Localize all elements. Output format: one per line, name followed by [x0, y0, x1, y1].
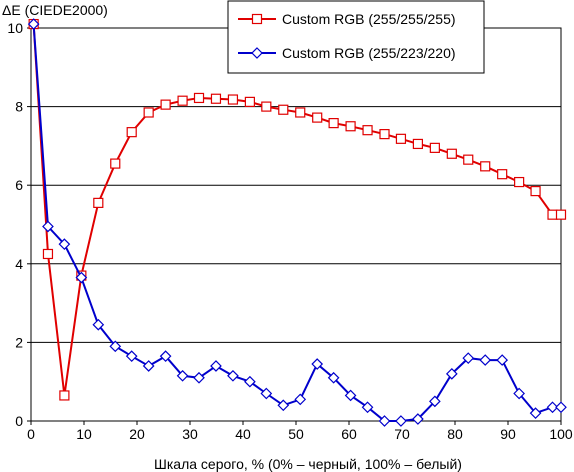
data-point	[27, 18, 40, 30]
data-point	[176, 369, 189, 382]
data-point	[344, 389, 357, 402]
data-point	[361, 401, 374, 414]
data-point	[159, 350, 172, 363]
legend-marker	[251, 47, 263, 59]
data-point	[110, 158, 121, 169]
series-1	[28, 18, 567, 401]
data-point	[143, 107, 154, 118]
data-point	[463, 154, 474, 165]
data-point	[395, 133, 407, 144]
y-tick-label: 6	[15, 177, 23, 193]
data-point	[530, 185, 541, 197]
legend: Custom RGB (255/255/255) Custom RGB (255/…	[227, 0, 485, 74]
data-point	[328, 118, 339, 129]
legend-marker	[251, 13, 263, 25]
data-point	[93, 197, 104, 208]
x-tick-label: 60	[341, 426, 357, 442]
data-point	[311, 358, 324, 370]
data-point	[496, 354, 509, 366]
data-point	[378, 415, 391, 427]
data-point	[126, 127, 137, 138]
data-point	[445, 367, 458, 380]
data-point	[244, 375, 256, 388]
data-point	[227, 369, 239, 382]
data-point	[546, 401, 559, 414]
legend-entry: Custom RGB (255/223/220)	[238, 45, 456, 61]
data-point	[109, 340, 122, 353]
x-tick-label: 20	[129, 426, 145, 442]
legend-label: Custom RGB (255/255/255)	[282, 11, 456, 27]
data-point	[92, 318, 105, 331]
x-tick-label: 70	[394, 426, 410, 442]
data-point	[362, 125, 373, 136]
data-point	[193, 92, 205, 104]
data-point	[429, 142, 440, 153]
data-point	[555, 401, 567, 414]
data-point	[312, 112, 323, 123]
data-point	[479, 354, 492, 366]
data-point	[277, 399, 290, 412]
y-tick-label: 10	[7, 20, 23, 36]
x-tick-label: 30	[182, 426, 198, 442]
data-point	[210, 360, 222, 372]
data-point	[379, 129, 390, 140]
data-point	[547, 209, 558, 220]
data-point	[244, 96, 255, 107]
x-axis-title: Шкала серого, % (0% – черный, 100% – бел…	[154, 456, 462, 472]
x-tick-label: 90	[500, 426, 516, 442]
x-tick-label: 100	[549, 426, 573, 442]
data-point	[58, 238, 71, 250]
data-point	[193, 371, 205, 384]
series-layer	[27, 18, 567, 427]
data-point	[555, 209, 567, 220]
y-axis-ticks: 0 2 4 6 8 10	[7, 20, 31, 429]
data-point	[429, 395, 441, 408]
legend-label: Custom RGB (255/223/220)	[282, 45, 456, 61]
data-point	[260, 387, 273, 400]
x-tick-label: 80	[447, 426, 463, 442]
y-tick-label: 0	[15, 413, 23, 429]
data-point	[75, 271, 88, 284]
y-tick-label: 4	[15, 256, 23, 272]
data-point	[462, 352, 475, 364]
grid-lines	[31, 106, 561, 343]
data-point	[142, 360, 155, 372]
data-point	[210, 93, 222, 104]
data-point	[497, 169, 508, 180]
y-tick-label: 8	[15, 99, 23, 115]
series-line	[32, 24, 561, 396]
data-point	[514, 176, 525, 188]
data-point	[177, 95, 188, 106]
data-point	[42, 248, 54, 260]
x-tick-label: 0	[27, 426, 35, 442]
data-point	[227, 94, 239, 105]
y-axis-title: ΔE (CIEDE2000)	[2, 2, 108, 18]
x-tick-label: 50	[288, 426, 304, 442]
x-tick-label: 10	[76, 426, 92, 442]
data-point	[412, 138, 423, 150]
y-tick-label: 2	[15, 334, 23, 350]
x-tick-label: 40	[235, 426, 251, 442]
data-point	[446, 148, 457, 159]
data-point	[327, 371, 340, 384]
data-point	[59, 390, 70, 401]
legend-entry: Custom RGB (255/255/255)	[238, 11, 456, 27]
series-2	[27, 18, 567, 427]
data-point	[125, 350, 138, 363]
data-point	[529, 407, 542, 419]
data-point	[480, 161, 491, 172]
data-point	[160, 99, 171, 110]
data-point	[295, 107, 306, 118]
data-point	[294, 393, 307, 406]
data-point	[513, 387, 525, 400]
data-point	[278, 104, 289, 115]
data-point	[345, 121, 356, 132]
data-point	[412, 413, 424, 425]
data-point	[42, 220, 54, 233]
data-point	[395, 415, 407, 427]
data-point	[261, 101, 272, 112]
x-axis-ticks: 0 10 20 30 40 50 60 70 80 90 100	[27, 421, 573, 442]
legend-box	[227, 0, 485, 74]
